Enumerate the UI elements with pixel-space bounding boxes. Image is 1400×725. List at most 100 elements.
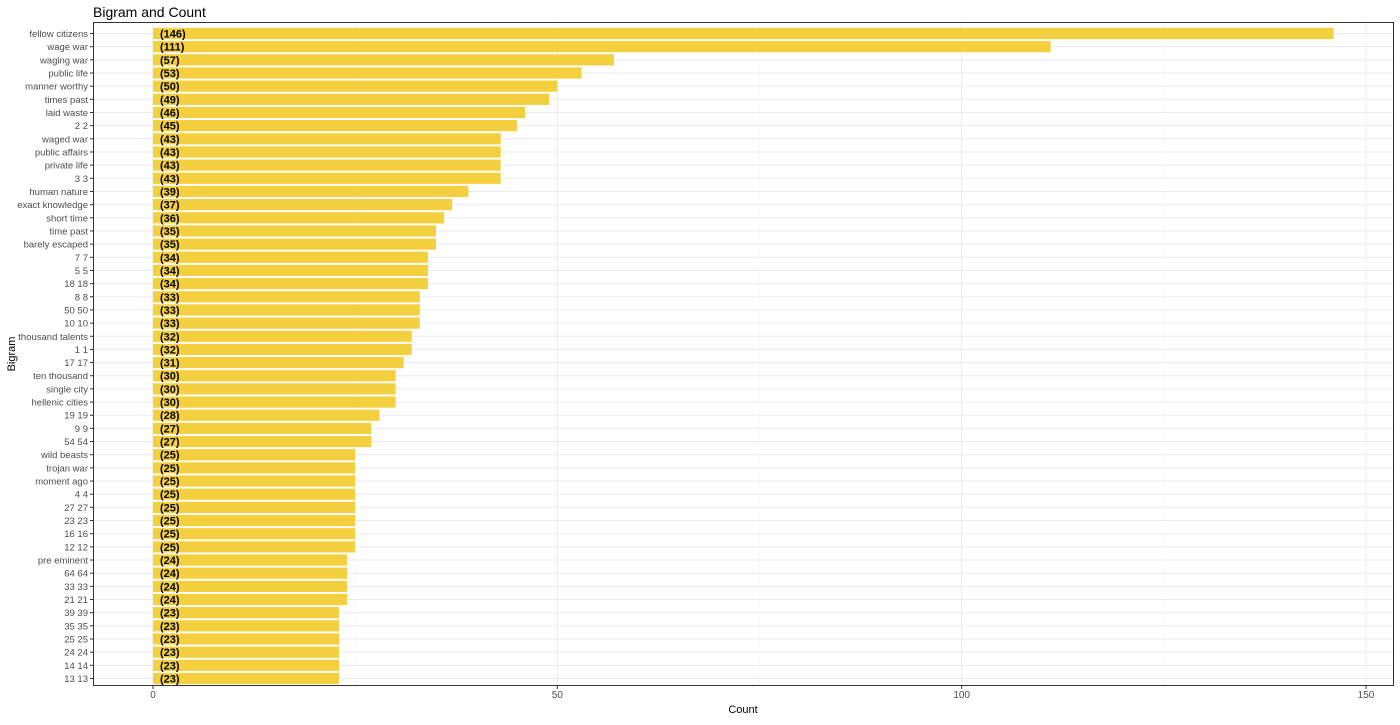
bar (153, 106, 525, 119)
bar-data-label: (25) (160, 476, 180, 488)
y-tick-label: ten thousand (33, 371, 88, 382)
y-tick-label: short time (46, 213, 88, 224)
y-tick-label: 54 54 (64, 437, 88, 448)
bar (153, 80, 558, 92)
y-tick-label: 23 23 (64, 516, 88, 527)
y-tick-label: 5 5 (75, 266, 88, 277)
bar (153, 304, 420, 316)
y-tick-label: 2 2 (75, 121, 88, 132)
y-axis: fellow citizens wage war waging war public … (17, 29, 93, 685)
y-tick-label: public life (48, 68, 88, 79)
bar (153, 541, 356, 553)
bar-data-label: (43) (160, 134, 180, 146)
bar (153, 172, 501, 184)
bar (153, 185, 469, 198)
bar (153, 633, 339, 645)
y-tick-label: human nature (29, 187, 88, 198)
bar-data-label: (35) (160, 239, 180, 251)
bar (153, 593, 348, 606)
y-tick-label: 33 33 (64, 582, 88, 593)
bar (153, 67, 582, 79)
y-tick-label: 9 9 (75, 424, 88, 435)
bar-data-label: (43) (160, 173, 180, 185)
bar (153, 435, 372, 448)
bar-data-label: (37) (160, 200, 180, 212)
bar (153, 370, 396, 382)
y-tick-label: 24 24 (64, 648, 88, 659)
bar-data-label: (24) (160, 595, 180, 607)
y-tick-label: wage war (46, 42, 88, 53)
bar-data-label: (33) (160, 318, 180, 330)
bar-data-label: (111) (160, 42, 185, 54)
y-tick-label: 1 1 (75, 345, 88, 356)
bar (153, 422, 372, 434)
bar-data-label: (23) (160, 634, 180, 646)
bar (153, 199, 453, 211)
y-tick-label: 50 50 (64, 305, 88, 316)
y-tick-label: 19 19 (64, 411, 88, 422)
bar (153, 501, 356, 513)
bar-data-label: (46) (160, 107, 180, 119)
bar (153, 409, 380, 421)
bar-data-label: (25) (160, 542, 180, 554)
bar-data-label: (50) (160, 81, 180, 93)
bar (153, 528, 356, 540)
bar (153, 396, 396, 408)
bar-data-label: (36) (160, 213, 180, 225)
x-tick-label: 0 (150, 690, 156, 701)
bar (153, 343, 412, 356)
bar-data-label: (43) (160, 160, 180, 172)
chart-title: Bigram and Count (93, 4, 206, 20)
bar (153, 620, 339, 632)
bar-data-label: (24) (160, 568, 180, 580)
bar-data-label: (53) (160, 68, 180, 80)
y-tick-label: 27 27 (64, 503, 88, 514)
bar-data-label: (39) (160, 186, 180, 198)
bar-data-label: (33) (160, 305, 180, 317)
y-tick-label: 64 64 (64, 569, 88, 580)
bar-data-label: (25) (160, 516, 180, 528)
bar (153, 133, 501, 145)
bar (153, 383, 396, 395)
bar-data-label: (34) (160, 265, 180, 277)
bar-data-label: (45) (160, 121, 180, 133)
y-tick-label: 39 39 (64, 608, 88, 619)
bar-data-label: (43) (160, 147, 180, 159)
y-tick-label: 16 16 (64, 529, 88, 540)
bar (153, 251, 428, 263)
bar (153, 27, 1334, 40)
y-tick-label: 25 25 (64, 635, 88, 646)
y-tick-label: private life (45, 161, 88, 172)
bar-data-label: (30) (160, 397, 180, 409)
y-tick-label: 35 35 (64, 621, 88, 632)
bar (153, 291, 420, 303)
bar (153, 646, 339, 658)
bar (153, 356, 404, 369)
bar-data-label: (34) (160, 252, 180, 264)
bar (153, 317, 420, 329)
y-tick-label: 18 18 (64, 279, 88, 290)
y-tick-label: 12 12 (64, 542, 88, 553)
y-tick-label: 14 14 (64, 661, 88, 672)
bar (153, 120, 517, 132)
bar (153, 449, 356, 461)
bar-data-label: (31) (160, 358, 180, 370)
bar-data-label: (33) (160, 292, 180, 304)
bar (153, 462, 356, 474)
x-axis: 0 50 100 150 (150, 686, 1375, 701)
y-tick-label: trojan war (46, 463, 88, 474)
y-tick-label: single city (46, 384, 88, 395)
bar (153, 159, 501, 171)
y-tick-label: 7 7 (75, 253, 88, 264)
bar (153, 330, 412, 342)
bar (153, 475, 356, 487)
y-tick-label: exact knowledge (17, 200, 88, 211)
plot-panel-border (93, 22, 1394, 686)
y-tick-label: laid waste (46, 108, 88, 119)
bar-data-label: (25) (160, 529, 180, 541)
bar (153, 212, 445, 224)
x-axis-label: Count (728, 704, 757, 716)
bar (153, 567, 348, 579)
y-tick-label: barely escaped (24, 240, 88, 251)
